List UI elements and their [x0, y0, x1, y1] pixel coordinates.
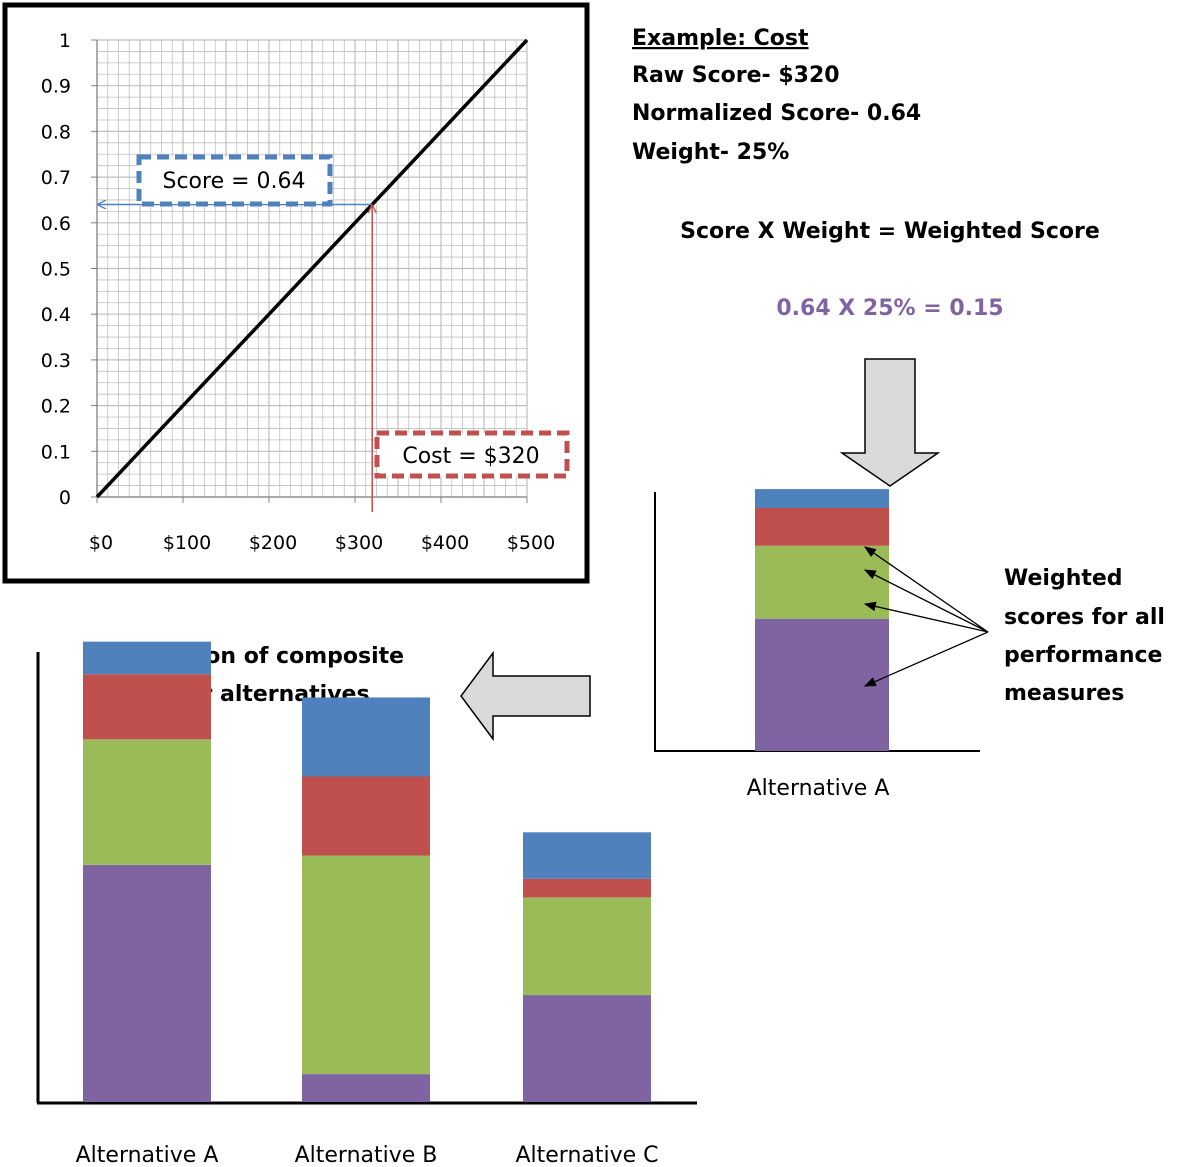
- bar-segment-red: [83, 674, 211, 740]
- y-tick-label: 0.5: [41, 259, 71, 281]
- pointer-arrow: [863, 569, 989, 633]
- bar-segment-red: [755, 508, 889, 546]
- y-tick-label: 0.4: [41, 304, 71, 326]
- line-chart-y-ticks: 0 0.1 0.2 0.3 0.4 0.5 0.6 0.7 0.8 0.9 1: [41, 30, 97, 509]
- y-tick-label: 0.2: [41, 396, 71, 418]
- bar-segment-purple: [302, 1074, 430, 1102]
- cost-callout-text: Cost = $320: [402, 444, 539, 469]
- bar-segment-blue: [302, 697, 430, 777]
- x-tick-label: $500: [507, 532, 555, 554]
- cost-callout-box: [374, 430, 570, 479]
- bar-segment-green: [755, 545, 889, 619]
- bar-segment-red: [302, 776, 430, 856]
- category-label: Alternative C: [515, 1143, 658, 1167]
- y-tick-label: 0.6: [41, 213, 71, 235]
- calculation-text: 0.64 X 25% = 0.15: [776, 296, 1003, 321]
- down-arrow-icon: [839, 358, 941, 487]
- weighted-label-line: measures: [1004, 681, 1124, 706]
- x-tick-label: $100: [163, 532, 211, 554]
- weight-text: Weight- 25%: [632, 140, 789, 165]
- bar-segment-purple: [83, 864, 211, 1102]
- bar-segment-red: [523, 878, 651, 898]
- y-tick-label: 0.9: [41, 76, 71, 98]
- pointer-arrow: [864, 546, 989, 633]
- bar-segment-green: [523, 897, 651, 996]
- x-tick-label: $300: [335, 532, 383, 554]
- weighted-label-line: scores for all: [1004, 605, 1165, 630]
- left-arrow-icon: [460, 650, 591, 742]
- comparison-bar-chart: Alternative A Alternative B Alternative C: [36, 641, 697, 1167]
- y-tick-label: 0.8: [41, 121, 71, 143]
- y-tick-label: 0: [59, 487, 71, 509]
- normalized-score-text: Normalized Score- 0.64: [632, 101, 921, 126]
- category-label: Alternative B: [295, 1143, 438, 1167]
- score-callout-box: [136, 154, 333, 207]
- segment-pointer-arrows: [863, 546, 989, 687]
- normalization-line: [95, 38, 529, 499]
- bar-segment-blue: [755, 489, 889, 508]
- raw-score-text: Raw Score- $320: [632, 63, 840, 88]
- pointer-arrow: [863, 631, 989, 687]
- y-tick-label: 1: [59, 30, 71, 52]
- y-tick-label: 0.7: [41, 167, 71, 189]
- bar-segment-green: [302, 855, 430, 1075]
- single-chart-category-label: Alternative A: [747, 776, 890, 801]
- line-chart-frame: [2, 2, 590, 584]
- single-bar-chart: [654, 489, 980, 752]
- bar-segment-blue: [523, 832, 651, 879]
- example-heading: Example: Cost: [632, 26, 809, 51]
- category-label: Alternative A: [76, 1143, 219, 1167]
- x-tick-label: $200: [249, 532, 297, 554]
- weighted-label-line: performance: [1004, 643, 1162, 668]
- x-tick-label: $400: [421, 532, 469, 554]
- line-chart-series: [95, 38, 529, 499]
- line-chart-grid: [96, 39, 528, 498]
- bar-segment-green: [83, 739, 211, 865]
- weighted-label-line: Weighted: [1004, 566, 1123, 591]
- bar-segment-purple: [523, 995, 651, 1102]
- bar-segment-blue: [83, 641, 211, 675]
- x-tick-label: $0: [89, 532, 113, 554]
- formula-text: Score X Weight = Weighted Score: [680, 219, 1100, 244]
- y-tick-label: 0.3: [41, 350, 71, 372]
- y-tick-label: 0.1: [41, 441, 71, 463]
- score-callout-text: Score = 0.64: [162, 169, 305, 194]
- line-chart-x-ticks: $0 $100 $200 $300 $400 $500: [89, 497, 555, 554]
- pointer-arrow: [863, 601, 989, 633]
